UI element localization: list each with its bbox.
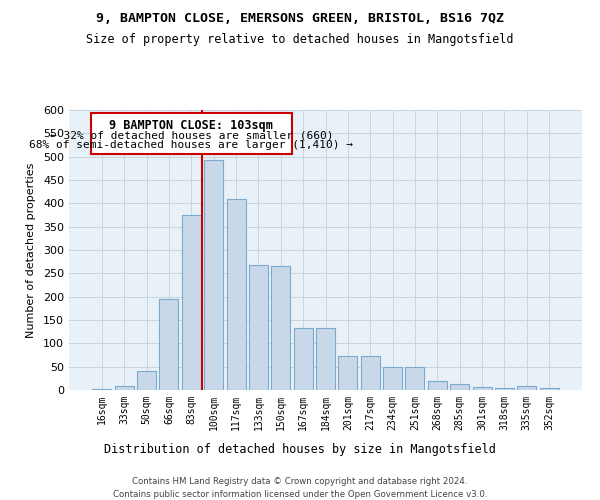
Text: ← 32% of detached houses are smaller (660): ← 32% of detached houses are smaller (66… xyxy=(50,130,333,140)
Bar xyxy=(473,386,491,390)
Bar xyxy=(137,372,156,390)
Bar xyxy=(160,299,178,390)
Bar xyxy=(316,328,335,390)
Text: Size of property relative to detached houses in Mangotsfield: Size of property relative to detached ho… xyxy=(86,32,514,46)
Bar xyxy=(517,386,536,390)
Bar xyxy=(182,215,201,390)
FancyBboxPatch shape xyxy=(91,114,292,154)
Bar xyxy=(271,266,290,390)
Bar xyxy=(338,356,358,390)
Text: 68% of semi-detached houses are larger (1,410) →: 68% of semi-detached houses are larger (… xyxy=(29,140,353,150)
Bar xyxy=(495,388,514,390)
Text: Distribution of detached houses by size in Mangotsfield: Distribution of detached houses by size … xyxy=(104,442,496,456)
Y-axis label: Number of detached properties: Number of detached properties xyxy=(26,162,36,338)
Bar xyxy=(406,366,424,390)
Text: Contains public sector information licensed under the Open Government Licence v3: Contains public sector information licen… xyxy=(113,490,487,499)
Bar xyxy=(383,366,402,390)
Text: 9, BAMPTON CLOSE, EMERSONS GREEN, BRISTOL, BS16 7QZ: 9, BAMPTON CLOSE, EMERSONS GREEN, BRISTO… xyxy=(96,12,504,26)
Bar xyxy=(92,388,112,390)
Bar xyxy=(227,198,245,390)
Text: 9 BAMPTON CLOSE: 103sqm: 9 BAMPTON CLOSE: 103sqm xyxy=(109,119,273,132)
Bar xyxy=(204,160,223,390)
Text: Contains HM Land Registry data © Crown copyright and database right 2024.: Contains HM Land Registry data © Crown c… xyxy=(132,478,468,486)
Bar xyxy=(115,386,134,390)
Bar xyxy=(450,384,469,390)
Bar xyxy=(361,356,380,390)
Bar xyxy=(539,388,559,390)
Bar xyxy=(428,380,447,390)
Bar xyxy=(249,266,268,390)
Bar xyxy=(293,328,313,390)
